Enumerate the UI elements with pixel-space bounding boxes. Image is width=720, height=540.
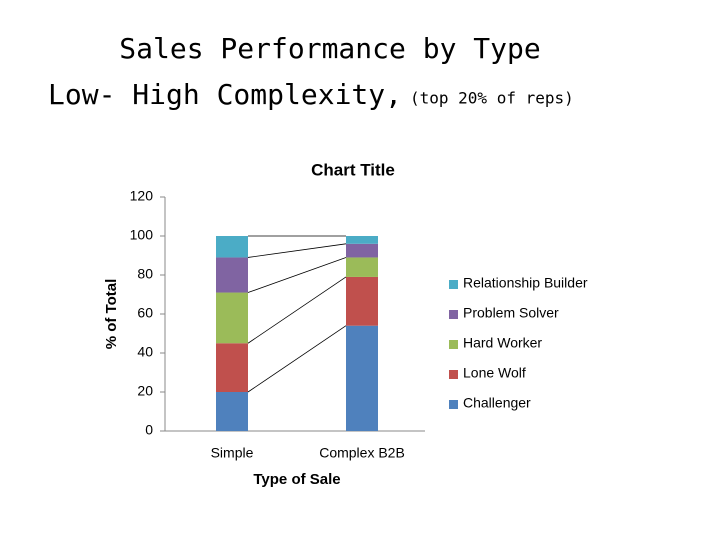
y-tick-label: 100 — [130, 227, 154, 243]
y-tick-label: 120 — [130, 188, 154, 204]
x-axis-label: Type of Sale — [253, 471, 340, 488]
legend-swatch — [449, 340, 458, 349]
bar-segment — [346, 243, 378, 258]
x-tick-label: Simple — [211, 445, 254, 461]
bar-segment — [216, 257, 248, 293]
legend-swatch — [449, 310, 458, 319]
bar-segment — [346, 257, 378, 277]
slide-title: Sales Performance by Type — [119, 32, 540, 65]
legend-swatch — [449, 400, 458, 409]
bar-segment — [346, 236, 378, 244]
bar-segment — [346, 276, 378, 326]
series-line — [247, 276, 347, 344]
y-tick-label: 20 — [137, 383, 153, 399]
y-tick-label: 80 — [137, 266, 153, 282]
legend-label: Challenger — [463, 395, 531, 411]
series-line — [247, 325, 347, 393]
series-line — [247, 257, 347, 293]
chart-title: Chart Title — [311, 160, 395, 179]
bar-segment — [216, 236, 248, 258]
x-tick-label: Complex B2B — [319, 445, 405, 461]
legend-swatch — [449, 370, 458, 379]
legend-label: Problem Solver — [463, 305, 559, 321]
legend-swatch — [449, 280, 458, 289]
slide-note: (top 20% of reps) — [410, 89, 574, 108]
bar-segment — [216, 392, 248, 431]
legend-label: Hard Worker — [463, 335, 542, 351]
bar-segment — [346, 325, 378, 431]
legend-label: Lone Wolf — [463, 365, 526, 381]
bar-segment — [216, 292, 248, 344]
y-tick-label: 40 — [137, 344, 153, 360]
slide-subtitle: Low- High Complexity, — [48, 78, 402, 111]
series-line — [247, 243, 347, 258]
bar-segment — [216, 343, 248, 392]
y-tick-label: 60 — [137, 305, 153, 321]
y-tick-label: 0 — [145, 422, 153, 438]
legend-label: Relationship Builder — [463, 275, 588, 291]
y-axis-label: % of Total — [103, 279, 120, 350]
